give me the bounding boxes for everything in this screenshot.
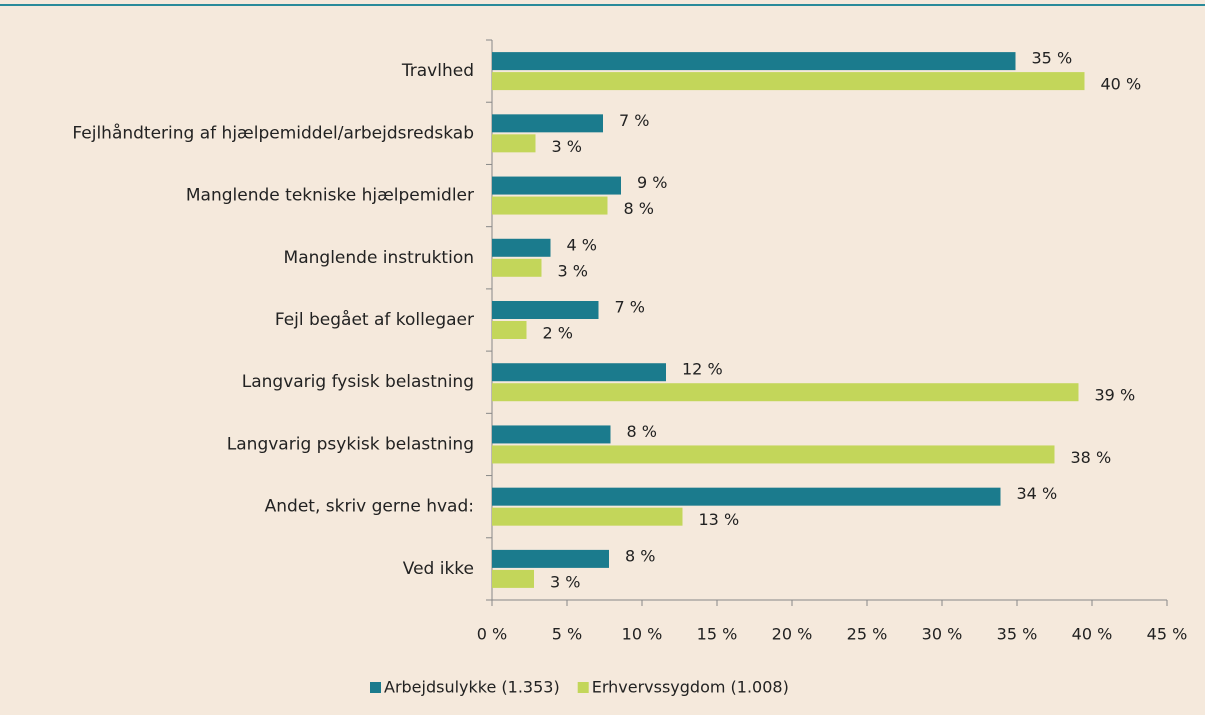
data-label: 8 % <box>625 546 655 565</box>
legend-swatch <box>370 682 381 693</box>
data-label: 8 % <box>624 199 654 218</box>
bar <box>492 569 534 588</box>
data-label: 3 % <box>552 137 582 156</box>
bar <box>492 425 611 444</box>
data-label: 2 % <box>543 324 573 343</box>
data-label: 7 % <box>619 111 649 130</box>
data-label: 40 % <box>1101 75 1142 94</box>
category-label: Andet, skriv gerne hvad: <box>265 497 474 517</box>
data-label: 13 % <box>699 510 740 529</box>
x-tick-label: 25 % <box>847 625 888 644</box>
data-label: 3 % <box>558 261 588 280</box>
category-label: Fejl begået af kollegaer <box>275 309 474 330</box>
category-label: Manglende instruktion <box>284 248 474 268</box>
category-label: Fejlhåndtering af hjælpemiddel/arbejdsre… <box>72 122 474 143</box>
bar <box>492 258 542 277</box>
data-label: 7 % <box>615 298 645 317</box>
bar <box>492 52 1016 71</box>
category-label: Langvarig psykisk belastning <box>227 434 474 454</box>
bar <box>492 176 621 195</box>
data-label: 8 % <box>627 422 657 441</box>
data-label: 4 % <box>567 235 597 254</box>
data-label: 39 % <box>1095 386 1136 405</box>
x-tick-label: 35 % <box>997 625 1038 644</box>
bar <box>492 363 666 382</box>
top-rule <box>0 4 1205 6</box>
bar <box>492 487 1001 506</box>
bar <box>492 549 609 568</box>
category-label: Ved ikke <box>403 559 474 579</box>
bar <box>492 114 603 133</box>
bar <box>492 321 527 339</box>
category-label: Travlhed <box>401 61 474 81</box>
data-label: 35 % <box>1032 49 1073 68</box>
bar <box>492 134 536 153</box>
data-label: 3 % <box>550 572 580 591</box>
x-tick-label: 30 % <box>922 625 963 644</box>
bar <box>492 383 1079 402</box>
x-tick-label: 10 % <box>622 625 663 644</box>
data-label: 38 % <box>1071 448 1112 467</box>
category-label: Langvarig fysisk belastning <box>242 372 474 392</box>
category-label: Manglende tekniske hjælpemidler <box>186 186 474 206</box>
legend-label: Arbejdsulykke (1.353) <box>384 678 560 697</box>
x-tick-label: 20 % <box>772 625 813 644</box>
bar <box>492 72 1085 91</box>
x-tick-label: 45 % <box>1147 625 1188 644</box>
bar <box>492 196 608 215</box>
legend-swatch <box>577 682 589 693</box>
bar <box>492 301 599 319</box>
x-tick-label: 0 % <box>477 625 507 644</box>
legend-label: Erhvervssygdom (1.008) <box>592 678 789 697</box>
x-tick-label: 5 % <box>552 625 582 644</box>
x-tick-label: 15 % <box>697 625 738 644</box>
bar <box>492 445 1055 464</box>
data-label: 12 % <box>682 360 723 379</box>
data-label: 34 % <box>1017 484 1058 503</box>
x-tick-label: 40 % <box>1072 625 1113 644</box>
bar <box>492 507 683 526</box>
bar <box>492 238 551 257</box>
data-label: 9 % <box>637 173 667 192</box>
